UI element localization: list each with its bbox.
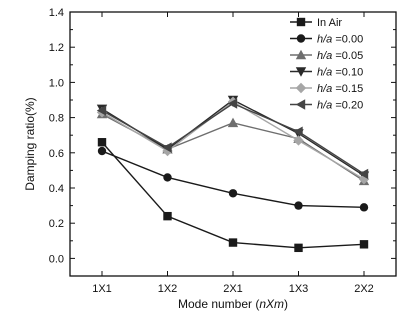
legend: In Air h/a =0.00 h/a =0.05 h/a =0.10 h/a =0.…: [290, 17, 363, 112]
data-point: [359, 203, 369, 212]
series-2: [96, 108, 370, 186]
y-tick-label: 1.2: [49, 42, 64, 54]
legend-marker: [296, 34, 306, 43]
data-point: [162, 142, 172, 153]
data-point: [228, 238, 238, 247]
x-tick-label: 2X2: [354, 283, 374, 295]
legend-entry-4: h/a =0.15: [290, 82, 363, 95]
x-tick-label: 1X2: [158, 283, 178, 295]
legend-marker: [295, 67, 307, 77]
legend-entry-1: h/a =0.00: [290, 34, 363, 46]
data-point: [294, 243, 303, 253]
data-point: [163, 173, 172, 182]
legend-label: h/a =0.15: [317, 83, 363, 95]
legend-marker: [295, 99, 306, 110]
y-tick-label: 0.8: [49, 113, 64, 125]
legend-label: h/a =0.20: [317, 100, 363, 112]
legend-marker: [295, 49, 307, 60]
y-tick-label: 0.4: [49, 183, 64, 195]
legend-label: h/a =0.05: [317, 50, 363, 62]
series-0: [97, 138, 369, 253]
x-tick-label: 2X1: [223, 283, 243, 295]
data-point: [293, 135, 304, 146]
y-tick-label: 1.4: [49, 7, 64, 19]
legend-marker: [296, 17, 306, 27]
series-1: [97, 146, 369, 212]
data-point: [96, 105, 107, 116]
y-tick-label: 0.2: [49, 218, 64, 230]
legend-entry-5: h/a =0.20: [290, 99, 363, 112]
series-layer: [96, 95, 370, 253]
x-axis-title: Mode number (nXm): [178, 297, 288, 311]
x-tick-label: 1X3: [289, 283, 309, 295]
data-point: [163, 211, 172, 221]
data-point: [97, 138, 107, 147]
data-point: [293, 126, 303, 137]
data-point: [294, 201, 303, 210]
legend-label: In Air: [317, 17, 342, 29]
data-point: [97, 146, 107, 156]
axis-layer: 0.0 0.2 0.4 0.6 0.8 1.0 1.2 1.4 1X1 1X2 2X1 1X3 2X2 M…: [23, 7, 396, 311]
y-tick-label: 0.0: [49, 253, 64, 265]
series-line: [101, 102, 365, 175]
y-tick-label: 0.6: [49, 148, 64, 160]
data-point: [227, 98, 238, 109]
data-point: [358, 168, 369, 180]
data-point: [359, 240, 369, 249]
legend-label: h/a =0.00: [317, 34, 363, 46]
data-point: [228, 189, 238, 198]
y-tick-label: 1.0: [49, 77, 64, 89]
series-line: [101, 150, 365, 209]
series-5: [96, 98, 369, 180]
legend-entry-0: In Air: [290, 17, 342, 29]
y-axis-title: Damping ratio(%): [23, 97, 37, 190]
legend-marker: [295, 82, 307, 94]
legend-label: h/a =0.10: [317, 67, 363, 79]
legend-entry-2: h/a =0.05: [290, 49, 363, 62]
x-tick-label: 1X1: [92, 283, 112, 295]
data-point: [227, 117, 239, 128]
legend-entry-3: h/a =0.10: [290, 67, 363, 79]
